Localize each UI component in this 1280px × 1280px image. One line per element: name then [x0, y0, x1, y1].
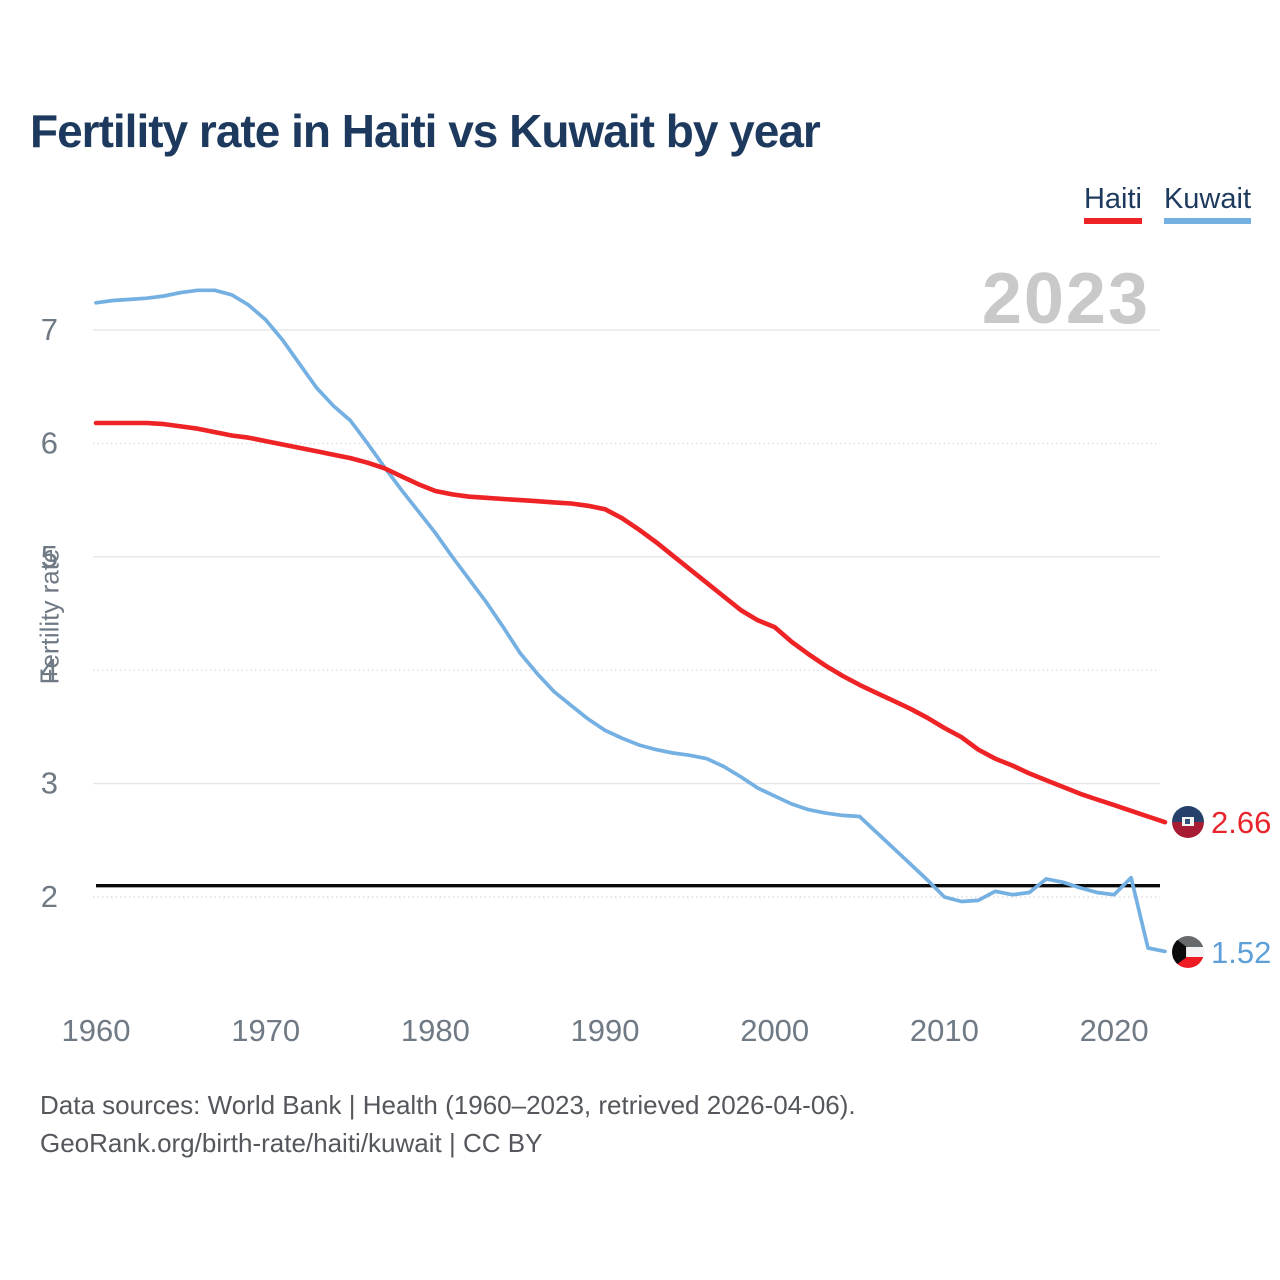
- haiti-flag-icon: [1172, 806, 1204, 838]
- y-tick-label-5: 5: [41, 539, 58, 574]
- haiti-latest-value: 2.66: [1211, 804, 1272, 840]
- y-tick-label-2: 2: [41, 879, 58, 914]
- footer-attribution: GeoRank.org/birth-rate/haiti/kuwait | CC…: [40, 1128, 543, 1158]
- series-line-haiti: [93, 420, 1168, 825]
- y-tick-label-7: 7: [41, 312, 58, 347]
- legend-item-haiti[interactable]: Haiti: [1083, 184, 1142, 225]
- x-tick-label-1990: 1990: [571, 1013, 640, 1048]
- y-tick-label-4: 4: [41, 652, 58, 687]
- haiti-coat-of-arms: [1182, 817, 1194, 826]
- footer-sources: Data sources: World Bank | Health (1960–…: [40, 1090, 856, 1120]
- y-axis-title: Fertility rate: [34, 548, 65, 685]
- kuwait-flag-icon: [1172, 936, 1204, 968]
- year-watermark: 2023: [981, 259, 1150, 339]
- x-tick-label-2000: 2000: [740, 1013, 809, 1048]
- footer: Data sources: World Bank | Health (1960–…: [40, 1086, 856, 1162]
- x-tick-label-1970: 1970: [231, 1013, 300, 1048]
- series-line-kuwait: [94, 288, 1167, 954]
- y-tick-label-3: 3: [41, 766, 58, 801]
- kuwait-end-label: 1.52: [1172, 936, 1271, 968]
- chart-title: Fertility rate in Haiti vs Kuwait by yea…: [30, 105, 821, 157]
- chart-legend: Haiti Kuwait: [1083, 184, 1251, 225]
- x-tick-label-1960: 1960: [62, 1013, 131, 1048]
- legend-item-kuwait[interactable]: Kuwait: [1163, 184, 1251, 225]
- haiti-end-label: 2.66: [1172, 806, 1271, 838]
- y-tick-label-6: 6: [41, 425, 58, 460]
- x-tick-label-2010: 2010: [910, 1013, 979, 1048]
- kuwait-latest-value: 1.52: [1211, 934, 1272, 970]
- x-tick-label-2020: 2020: [1080, 1013, 1149, 1048]
- x-tick-label-1980: 1980: [401, 1013, 470, 1048]
